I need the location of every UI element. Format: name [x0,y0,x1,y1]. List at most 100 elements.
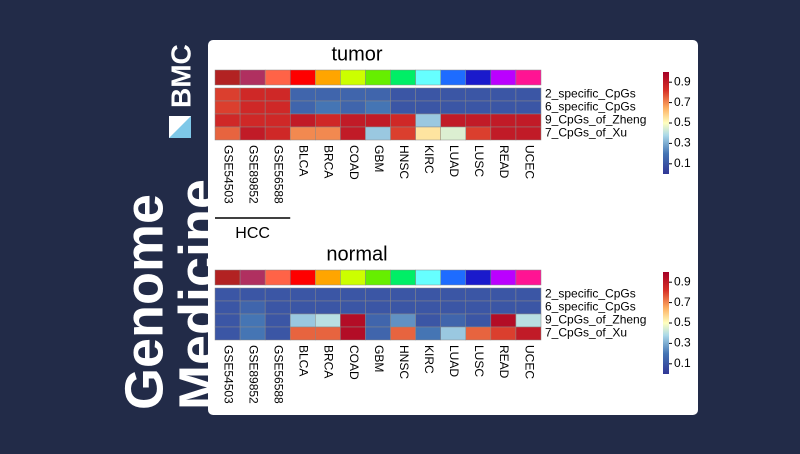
heatmap-cell [365,326,391,341]
heatmap-cell [415,126,441,141]
heatmap-cell [214,300,241,315]
heatmap-cell [289,100,316,115]
heatmap-cell [289,287,316,302]
row-label: 6_specific_CpGs [545,300,636,314]
heatmap-cell [440,313,467,328]
column-annotation [515,69,542,86]
column-label: LUSC [472,145,486,177]
column-label: GSE89852 [246,345,260,404]
heatmap-cell [415,100,441,115]
column-annotation [515,269,542,286]
heatmap-cell [365,287,391,302]
heatmap-cell [264,313,291,328]
heatmap-cell [340,326,366,341]
heatmap-cell [315,126,341,141]
colorbar-tick-label: 0.1 [674,356,691,370]
column-label: KIRC [422,145,436,174]
column-label: GSE54503 [221,145,235,204]
column-label: KIRC [422,345,436,374]
chart-title: tumor [331,43,382,65]
column-label: BLCA [297,145,311,176]
column-annotation [465,69,492,86]
heatmap-cell [289,326,316,341]
heatmap-cell [390,313,416,328]
column-annotation [415,69,441,86]
heatmap-cell [440,300,467,315]
heatmap-cell [515,126,542,141]
column-annotation [239,269,266,286]
column-annotation [289,269,316,286]
column-label: GBM [372,345,386,372]
column-label: READ [497,345,511,379]
heatmap-cell [415,87,441,102]
heatmap-cell [415,287,441,302]
column-annotation [315,269,341,286]
column-annotation [365,69,391,86]
column-annotation [465,269,492,286]
heatmap-cell [490,100,517,115]
heatmap-cell [490,300,517,315]
heatmap-cell [264,113,291,128]
heatmap-cell [214,326,241,341]
logo [169,116,191,138]
heatmap-cell [390,326,416,341]
column-label: LUSC [472,345,486,377]
figure: tumor2_specific_CpGs6_specific_CpGs9_CpG… [214,43,691,404]
heatmap-cell [264,326,291,341]
heatmap-cell [415,313,441,328]
heatmap-cell [440,326,467,341]
colorbar [663,72,669,174]
heatmap-cell [465,87,492,102]
heatmap-cell [315,87,341,102]
publisher: BMC [165,44,196,108]
column-label: BLCA [297,345,311,376]
heatmap-cell [365,313,391,328]
column-annotation [214,269,241,286]
heatmap-cell [515,113,542,128]
heatmap-cell [315,300,341,315]
heatmap-cell [490,113,517,128]
row-label: 7_CpGs_of_Xu [545,326,627,340]
heatmap-cell [340,287,366,302]
column-label: READ [497,145,511,179]
column-annotation [390,69,416,86]
colorbar-tick-label: 0.3 [674,336,691,350]
column-annotation [239,69,266,86]
heatmap-cell [239,313,266,328]
row-label: 9_CpGs_of_Zheng [545,313,646,327]
column-label: GSE56588 [272,345,286,404]
colorbar-tick-label: 0.1 [674,156,691,170]
column-annotation [415,269,441,286]
colorbar-tick-label: 0.3 [674,136,691,150]
column-label: COAD [347,345,361,380]
column-annotation [289,69,316,86]
row-label: 6_specific_CpGs [545,100,636,114]
heatmap-cell [214,100,241,115]
heatmap-cell [315,287,341,302]
column-label: HNSC [397,345,411,379]
heatmap-cell [340,113,366,128]
heatmap-cell [365,113,391,128]
column-annotation [440,69,467,86]
row-label: 2_specific_CpGs [545,287,636,301]
heatmap-cell [239,87,266,102]
heatmap-cell [289,87,316,102]
heatmap-cell [440,100,467,115]
heatmap-cell [315,113,341,128]
colorbar-tick-label: 0.7 [674,95,691,109]
heatmap-cell [340,300,366,315]
heatmap-cell [465,313,492,328]
column-label: HNSC [397,145,411,179]
column-label: GSE56588 [272,145,286,204]
column-annotation [490,269,517,286]
heatmap-cell [214,87,241,102]
heatmap-cell [515,100,542,115]
heatmap-cell [390,126,416,141]
column-label: GBM [372,145,386,172]
heatmap-cell [465,300,492,315]
column-label: BRCA [322,345,336,378]
heatmap-cell [365,87,391,102]
heatmap-cell [440,87,467,102]
heatmap-cell [315,100,341,115]
column-annotation [440,269,467,286]
